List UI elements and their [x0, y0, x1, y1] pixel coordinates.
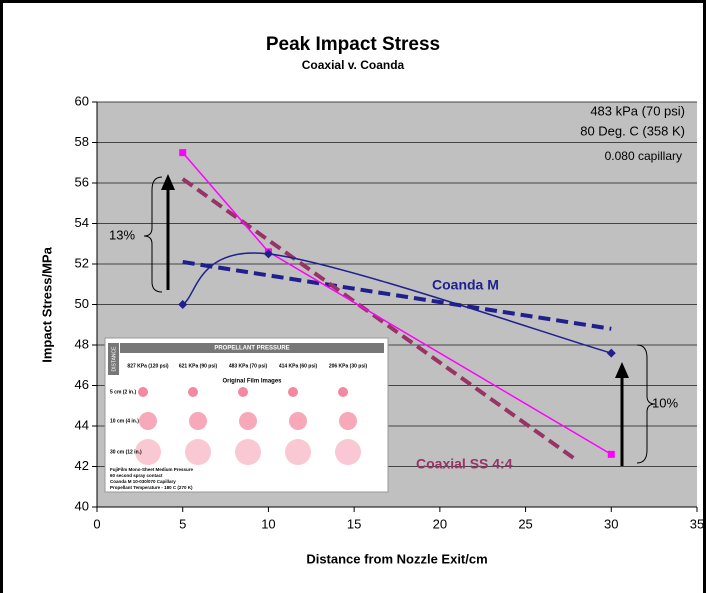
x-tick-label: 5 [179, 516, 186, 531]
spray-spot [285, 439, 311, 465]
x-tick-label: 35 [690, 516, 704, 531]
annotation: 483 kPa (70 psi) [590, 103, 685, 118]
y-tick-label: 44 [75, 417, 89, 432]
x-tick-label: 0 [93, 516, 100, 531]
marker [179, 149, 186, 156]
spray-spot [235, 439, 261, 465]
annotation: 13% [109, 227, 135, 242]
spray-spot [139, 412, 157, 430]
spray-spot [138, 387, 148, 397]
inset-column-label: 621 KPa (90 psi) [179, 363, 218, 369]
spray-spot [185, 439, 211, 465]
inset-corner: DISTANCE [111, 346, 117, 372]
chart: Peak Impact Stress Coaxial v. Coanda Dis… [0, 0, 706, 593]
inset-image: PROPELLANT PRESSURE DISTANCE Original Fi… [105, 338, 388, 492]
inset-note: 60 second spray contact [110, 473, 163, 478]
spray-spot [189, 412, 207, 430]
inset-column-label: 827 KPa (120 psi) [127, 363, 168, 369]
y-tick-label: 50 [75, 296, 89, 311]
inset-note: Coanda M 10-030/070 Capillary [110, 479, 176, 484]
spray-spot [338, 387, 348, 397]
y-tick-label: 54 [75, 215, 89, 230]
inset-row-label: 30 cm (12 in.) [110, 449, 142, 455]
spray-spot [335, 439, 361, 465]
y-tick-label: 58 [75, 134, 89, 149]
annotation: 0.080 capillary [605, 149, 682, 163]
spray-spot [288, 387, 298, 397]
annotation: 80 Deg. C (358 K) [580, 123, 685, 138]
x-tick-label: 25 [518, 516, 532, 531]
inset-column-label: 206 KPa (30 psi) [329, 363, 368, 369]
inset-row-label: 5 cm (2 in.) [110, 389, 136, 395]
y-tick-label: 52 [75, 255, 89, 270]
x-tick-label: 30 [604, 516, 618, 531]
inset-column-label: 483 KPa (70 psi) [229, 363, 268, 369]
y-tick-label: 46 [75, 377, 89, 392]
annotation: 10% [652, 395, 678, 410]
x-tick-label: 10 [261, 516, 275, 531]
marker [608, 451, 615, 458]
inset-row-label: 10 cm (4 in.) [110, 418, 139, 424]
spray-spot [188, 387, 198, 397]
y-axis-label: Impact Stress/MPa [39, 246, 54, 362]
inset-note: FujiFilm Mono-Sheet Medium Pressure [110, 467, 194, 472]
y-tick-label: 56 [75, 174, 89, 189]
x-tick-label: 20 [433, 516, 447, 531]
x-tick-label: 15 [347, 516, 361, 531]
inset-subtitle: Original Film Images [222, 379, 282, 385]
x-axis-label: Distance from Nozzle Exit/cm [306, 551, 487, 566]
y-tick-label: 48 [75, 336, 89, 351]
y-tick-label: 42 [75, 458, 89, 473]
inset-column-label: 414 KPa (60 psi) [279, 363, 318, 369]
chart-subtitle: Coaxial v. Coanda [302, 58, 405, 72]
inset-note: Propellant Temperature - 180 C (270 K) [110, 485, 193, 490]
spray-spot [339, 412, 357, 430]
y-tick-label: 60 [75, 93, 89, 108]
spray-spot [289, 412, 307, 430]
spray-spot [239, 412, 257, 430]
y-tick-label: 40 [75, 498, 89, 513]
series-label: Coaxial SS 4:4 [416, 456, 513, 472]
inset-header: PROPELLANT PRESSURE [214, 346, 289, 352]
spray-spot [238, 387, 248, 397]
series-label: Coanda M [432, 277, 499, 293]
chart-title: Peak Impact Stress [266, 34, 440, 55]
